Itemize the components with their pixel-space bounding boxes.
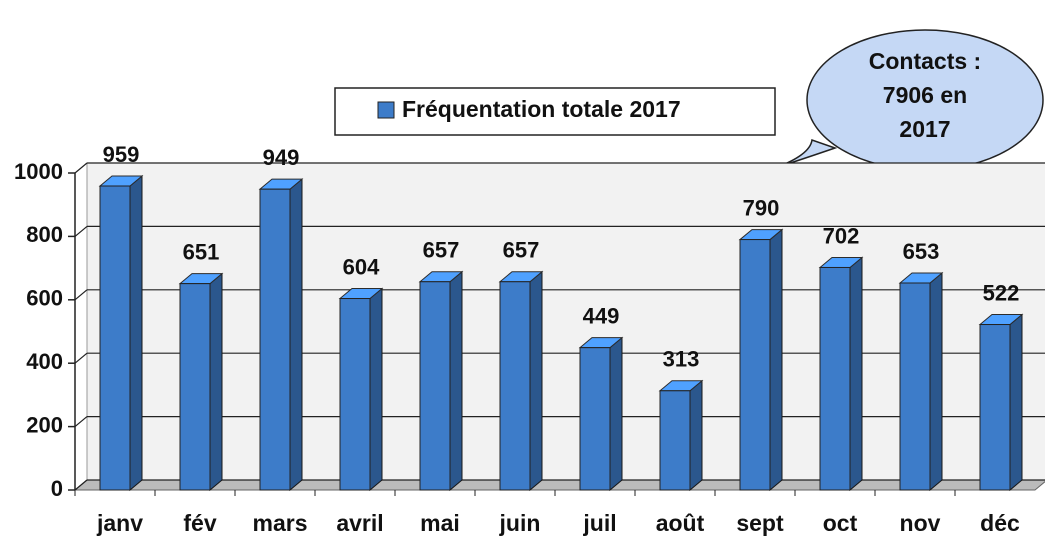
bar <box>419 281 451 491</box>
grid-diag <box>74 479 88 491</box>
grid-diag <box>74 225 88 237</box>
x-tick-label: août <box>656 510 705 536</box>
legend-swatch <box>377 101 395 119</box>
grid-diag <box>74 416 88 428</box>
bar <box>819 266 851 491</box>
callout-text: Contacts : <box>869 48 981 74</box>
bar <box>659 390 691 491</box>
callout-text: 2017 <box>899 116 950 142</box>
bar-side <box>289 178 303 492</box>
bar-side <box>609 336 623 492</box>
bar-side <box>1009 313 1023 492</box>
data-label: 449 <box>583 303 620 328</box>
y-tick-label: 0 <box>51 476 63 501</box>
data-label: 522 <box>983 280 1020 305</box>
bar-side <box>689 379 703 492</box>
data-label: 313 <box>663 347 700 372</box>
grid-diag <box>74 352 88 364</box>
x-tick-label: nov <box>900 510 941 536</box>
x-tick-label: juin <box>499 510 541 536</box>
bar <box>579 347 611 491</box>
data-label: 653 <box>903 239 940 264</box>
x-tick-label: mai <box>420 510 460 536</box>
callout-text: 7906 en <box>883 82 967 108</box>
y-tick-label: 1000 <box>14 159 63 184</box>
bar <box>899 282 931 491</box>
bar <box>979 324 1011 491</box>
data-label: 959 <box>103 142 140 167</box>
bar-side <box>929 271 943 492</box>
data-label: 949 <box>263 145 300 170</box>
bar-side <box>449 270 463 492</box>
bar-side <box>129 174 143 492</box>
data-label: 604 <box>343 254 380 279</box>
y-tick-label: 400 <box>26 349 63 374</box>
data-label: 651 <box>183 239 220 264</box>
y-tick-label: 200 <box>26 412 63 437</box>
x-tick-label: sept <box>736 510 784 536</box>
legend-label: Fréquentation totale 2017 <box>402 96 681 122</box>
bar-side <box>369 287 383 492</box>
x-tick-label: mars <box>253 510 308 536</box>
data-label: 702 <box>823 223 860 248</box>
data-label: 657 <box>503 238 540 263</box>
x-tick-label: janv <box>96 510 143 536</box>
data-label: 790 <box>743 195 780 220</box>
x-tick-label: déc <box>980 510 1020 536</box>
bar-side <box>209 272 223 492</box>
grid-diag <box>74 289 88 301</box>
bar-side <box>769 228 783 492</box>
bar <box>499 281 531 491</box>
grid-diag <box>74 162 88 174</box>
y-tick-label: 800 <box>26 222 63 247</box>
bar-side <box>849 256 863 492</box>
bar <box>739 239 771 491</box>
bar-side <box>529 270 543 492</box>
x-tick-label: fév <box>183 510 216 536</box>
bar <box>339 298 371 491</box>
bar <box>259 188 291 491</box>
x-tick-label: juil <box>582 510 616 536</box>
x-tick-label: oct <box>823 510 858 536</box>
y-tick-label: 600 <box>26 286 63 311</box>
bar <box>99 185 131 491</box>
legend <box>334 87 776 136</box>
bar <box>179 283 211 491</box>
data-label: 657 <box>423 238 460 263</box>
x-tick-label: avril <box>336 510 383 536</box>
